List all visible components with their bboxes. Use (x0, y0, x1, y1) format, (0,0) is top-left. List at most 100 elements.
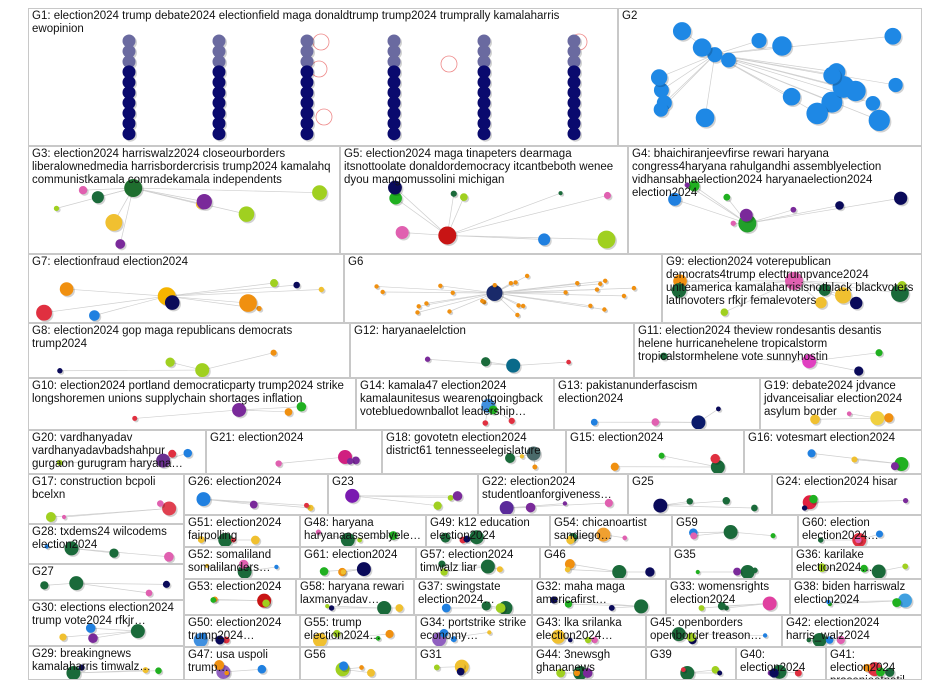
group-label: G32: maha maga americafirst… (536, 581, 625, 606)
group-label: G56 (304, 649, 326, 661)
node (902, 497, 909, 504)
node (711, 666, 720, 674)
group-label: G42: election2024 harris_walz2024 (786, 617, 880, 642)
node (387, 55, 401, 69)
group-network-g26 (196, 492, 316, 513)
node (105, 214, 123, 231)
group-panel-g54: G54: chicanoartist sandiego… (550, 515, 672, 547)
group-network-g21 (275, 450, 362, 469)
node (156, 453, 171, 468)
edge (239, 406, 302, 411)
node (452, 491, 463, 501)
group-network-g44 (556, 666, 595, 679)
node (438, 283, 443, 288)
node (769, 668, 779, 678)
edge (828, 600, 905, 603)
node (122, 55, 136, 69)
group-label: G7: electionfraud election2024 (32, 256, 188, 268)
node (183, 448, 193, 458)
edge (506, 502, 609, 509)
group-label: G37: swingstate election2024… (418, 581, 501, 606)
node (556, 668, 566, 678)
group-network-g48 (315, 529, 400, 546)
group-network-g8 (57, 349, 279, 377)
node (513, 280, 518, 285)
node (698, 605, 705, 611)
group-panel-g28: G28: txdems24 wilcodems election2024 (28, 524, 184, 564)
node (810, 414, 820, 425)
node (590, 418, 598, 426)
edge (90, 627, 138, 632)
node (573, 669, 581, 677)
node (733, 567, 742, 576)
node (122, 86, 136, 99)
edge (395, 197, 448, 236)
edge (678, 280, 795, 291)
node (387, 75, 401, 89)
node (897, 281, 907, 291)
node (563, 290, 568, 295)
node (340, 532, 355, 546)
group-network-g39 (680, 666, 724, 679)
edge (441, 563, 488, 567)
edge (166, 282, 275, 297)
node (487, 630, 492, 635)
node (395, 225, 409, 240)
node (122, 106, 136, 120)
edge (714, 54, 880, 121)
node (762, 596, 777, 611)
node (387, 96, 401, 110)
node (196, 193, 212, 210)
node (722, 497, 731, 505)
group-network-g1 (122, 33, 588, 142)
edge (661, 54, 715, 91)
node (480, 298, 485, 304)
edge (809, 500, 906, 503)
node (508, 280, 514, 286)
node (300, 75, 314, 89)
group-label: G13: pakistanunderfascism election2024 (558, 380, 698, 405)
node (315, 529, 322, 535)
group-label: G49: k12 education election2024 (430, 517, 530, 542)
node (293, 281, 300, 289)
node (256, 305, 262, 312)
node (385, 629, 394, 639)
group-panel-g13: G13: pakistanunderfascism election2024 (554, 378, 760, 430)
group-network-g53 (210, 593, 273, 610)
node (88, 633, 98, 644)
node (524, 273, 530, 279)
node (885, 667, 895, 677)
node (596, 527, 611, 542)
group-panel-g36: G36: karilake election2024… (792, 547, 922, 579)
node (132, 415, 138, 421)
node (339, 661, 349, 671)
group-panel-g4: G4: bhaichiranjeevfirse rewari haryana c… (628, 146, 922, 254)
group-panel-g56: G56 (300, 647, 416, 680)
node (212, 127, 226, 141)
group-network-g22 (499, 498, 615, 514)
node (463, 535, 471, 543)
edge (66, 288, 167, 297)
node (740, 565, 755, 578)
node (622, 535, 628, 541)
edge (59, 369, 203, 372)
group-panel-g41: G41: election2024 prasenjeetpatil… (826, 647, 922, 680)
edge (239, 409, 289, 413)
node (499, 501, 514, 514)
node (818, 283, 831, 296)
node (525, 502, 536, 513)
node (668, 192, 682, 206)
group-panel-g60: G60: election election2024… (798, 515, 922, 547)
node (346, 458, 354, 465)
node (854, 366, 864, 376)
group-panel-g61: G61: election2024 (300, 547, 416, 579)
group-label: G31 (420, 649, 442, 661)
node (495, 603, 506, 613)
node (122, 44, 136, 58)
node (59, 633, 67, 641)
group-panel-g8: G8: election2024 gop maga republicans de… (28, 323, 350, 378)
edge (658, 54, 715, 78)
node (752, 567, 758, 574)
node (653, 498, 668, 513)
edge (714, 40, 760, 55)
